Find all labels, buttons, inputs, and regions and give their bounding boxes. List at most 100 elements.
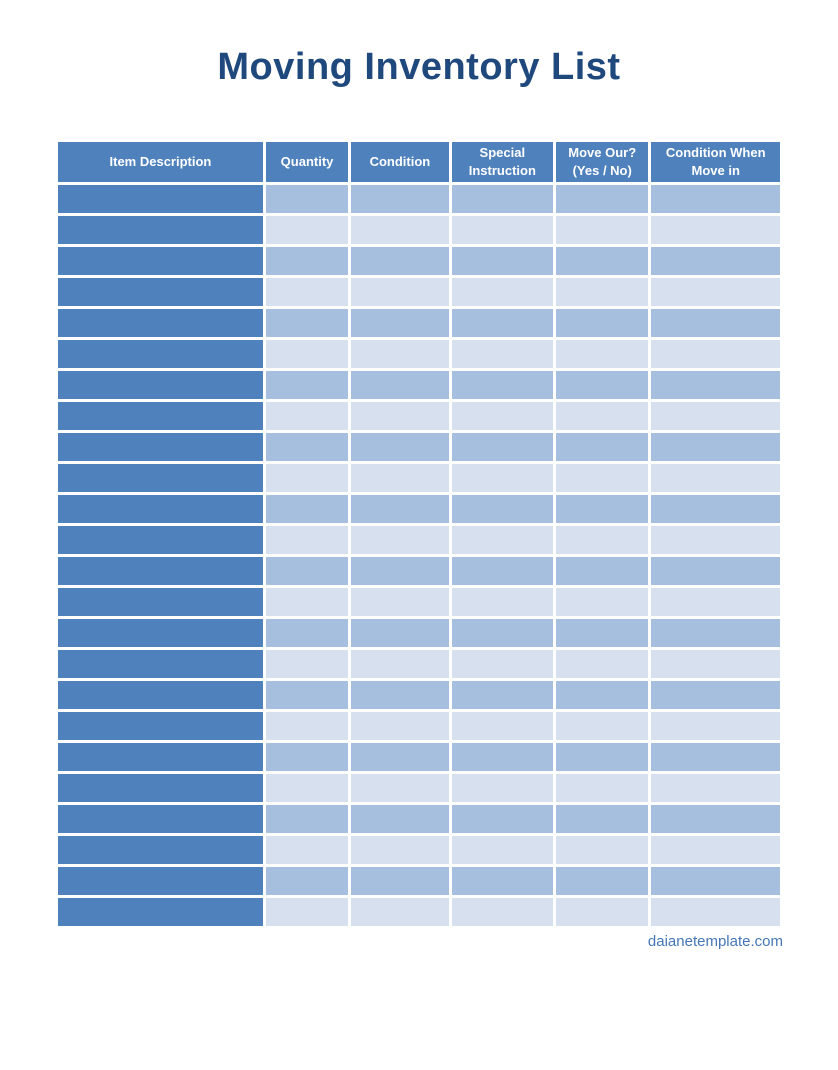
column-header-condition-when-move-in: Condition When Move in (651, 142, 780, 182)
cell-quantity (265, 588, 349, 616)
cell-item-description (58, 743, 263, 771)
cell-condition (351, 743, 449, 771)
cell-condition (351, 805, 449, 833)
cell-condition (351, 557, 449, 585)
cell-item-description (58, 185, 263, 213)
cell-item-description (58, 464, 263, 492)
cell-move-out (556, 216, 649, 244)
cell-quantity (265, 278, 349, 306)
cell-special-instruction (451, 371, 554, 399)
cell-condition (351, 526, 449, 554)
table-row (58, 216, 780, 244)
cell-quantity (265, 433, 349, 461)
table-row (58, 557, 780, 585)
cell-condition (351, 247, 449, 275)
cell-condition-when-move-in (651, 619, 780, 647)
cell-special-instruction (451, 340, 554, 368)
cell-condition-when-move-in (651, 402, 780, 430)
cell-move-out (556, 588, 649, 616)
cell-condition-when-move-in (651, 650, 780, 678)
cell-move-out (556, 371, 649, 399)
page-title: Moving Inventory List (217, 46, 621, 88)
cell-item-description (58, 278, 263, 306)
cell-move-out (556, 681, 649, 709)
cell-special-instruction (451, 619, 554, 647)
cell-move-out (556, 247, 649, 275)
cell-item-description (58, 898, 263, 926)
cell-special-instruction (451, 185, 554, 213)
cell-condition (351, 774, 449, 802)
cell-condition (351, 278, 449, 306)
template-page: { "page": { "title": "Moving Inventory L… (0, 46, 838, 1070)
cell-quantity (265, 898, 349, 926)
cell-special-instruction (451, 867, 554, 895)
cell-condition-when-move-in (651, 805, 780, 833)
column-header-condition: Condition (351, 142, 449, 182)
cell-condition-when-move-in (651, 588, 780, 616)
table-row (58, 495, 780, 523)
cell-special-instruction (451, 278, 554, 306)
footer-link[interactable]: daianetemplate.com (647, 933, 783, 950)
cell-condition (351, 712, 449, 740)
cell-condition-when-move-in (651, 340, 780, 368)
cell-special-instruction (451, 898, 554, 926)
cell-item-description (58, 588, 263, 616)
cell-item-description (58, 836, 263, 864)
cell-move-out (556, 309, 649, 337)
cell-quantity (265, 216, 349, 244)
cell-item-description (58, 805, 263, 833)
cell-move-out (556, 898, 649, 926)
table-header: Item Description Quantity Condition Special… (58, 142, 780, 182)
cell-condition (351, 433, 449, 461)
table-row (58, 619, 780, 647)
table-row (58, 526, 780, 554)
column-header-item-description: Item Description (58, 142, 263, 182)
table-row (58, 278, 780, 306)
cell-condition-when-move-in (651, 371, 780, 399)
cell-quantity (265, 185, 349, 213)
cell-quantity (265, 836, 349, 864)
cell-condition (351, 309, 449, 337)
cell-condition (351, 619, 449, 647)
cell-quantity (265, 526, 349, 554)
cell-condition (351, 898, 449, 926)
cell-move-out (556, 185, 649, 213)
cell-item-description (58, 681, 263, 709)
column-header-quantity: Quantity (265, 142, 349, 182)
cell-special-instruction (451, 805, 554, 833)
cell-special-instruction (451, 650, 554, 678)
cell-move-out (556, 867, 649, 895)
table-row (58, 402, 780, 430)
cell-condition-when-move-in (651, 495, 780, 523)
table-row (58, 774, 780, 802)
table-row (58, 898, 780, 926)
cell-condition (351, 836, 449, 864)
cell-condition (351, 681, 449, 709)
cell-quantity (265, 712, 349, 740)
cell-item-description (58, 557, 263, 585)
cell-move-out (556, 495, 649, 523)
cell-item-description (58, 495, 263, 523)
table-row (58, 681, 780, 709)
cell-condition (351, 464, 449, 492)
cell-condition (351, 588, 449, 616)
cell-quantity (265, 309, 349, 337)
cell-item-description (58, 433, 263, 461)
cell-move-out (556, 836, 649, 864)
cell-special-instruction (451, 247, 554, 275)
cell-quantity (265, 402, 349, 430)
header-row: Item Description Quantity Condition Special… (58, 142, 780, 182)
cell-special-instruction (451, 743, 554, 771)
cell-special-instruction (451, 433, 554, 461)
cell-item-description (58, 650, 263, 678)
cell-move-out (556, 619, 649, 647)
cell-condition (351, 650, 449, 678)
cell-condition-when-move-in (651, 681, 780, 709)
cell-condition-when-move-in (651, 216, 780, 244)
cell-quantity (265, 247, 349, 275)
cell-move-out (556, 743, 649, 771)
cell-condition-when-move-in (651, 247, 780, 275)
cell-move-out (556, 774, 649, 802)
cell-item-description (58, 340, 263, 368)
cell-condition (351, 402, 449, 430)
